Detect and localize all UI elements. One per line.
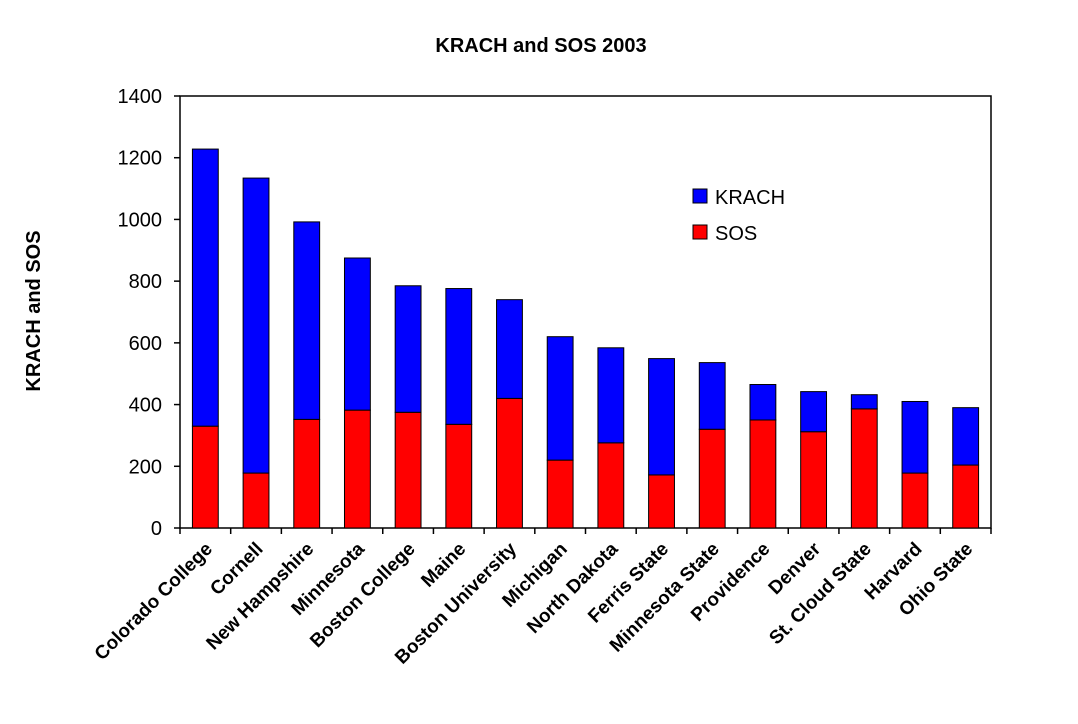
bar-sos [850,408,878,529]
bar-sos [343,409,371,529]
bar-krach [850,394,878,410]
bar-krach [343,257,371,411]
y-tick-label: 200 [129,456,162,478]
bar-sos [597,442,625,529]
bar-sos [394,411,422,529]
bar-krach [648,358,675,476]
bar-krach [952,407,980,466]
bar-sos [648,474,675,529]
bar-sos [952,464,980,529]
bars [191,148,980,529]
bar-krach [749,384,777,421]
bar-sos [901,472,929,529]
legend: KRACH SOS [692,187,785,245]
y-tick-label: 800 [129,271,162,293]
bar-sos [293,418,321,529]
bar-krach [293,221,321,420]
bar-sos [445,423,473,529]
bar-sos [546,459,574,529]
legend-label-krach: KRACH [715,187,785,209]
bar-sos [698,428,726,529]
bar-krach [191,148,219,427]
bar-sos [800,431,828,529]
bar-krach [546,336,574,461]
y-axis: 0 200 400 600 800 1000 1200 1400 [118,86,180,540]
bar-krach [800,391,828,433]
y-tick-label: 1000 [118,209,163,231]
bar-krach [394,285,422,413]
bar-krach [445,288,473,425]
x-tick-label: Colorado College [91,539,217,665]
legend-swatch-krach [692,188,708,204]
y-tick-label: 1200 [118,148,163,170]
y-tick-label: 0 [151,518,162,540]
y-tick-label: 400 [129,395,162,417]
bar-krach [597,347,625,444]
bar-sos [749,419,777,529]
bar-krach [901,400,929,474]
legend-label-sos: SOS [715,223,757,245]
bar-sos [496,397,523,529]
bar-krach [242,177,270,474]
bar-sos [242,472,270,529]
bar-sos [191,425,219,529]
y-tick-label: 600 [129,333,162,355]
chart-title: KRACH and SOS 2003 [435,35,646,57]
legend-swatch-sos [692,224,708,240]
y-tick-label: 1400 [118,86,163,108]
y-axis-label: KRACH and SOS [23,230,45,391]
bar-krach [698,362,726,430]
bar-krach [496,299,523,399]
